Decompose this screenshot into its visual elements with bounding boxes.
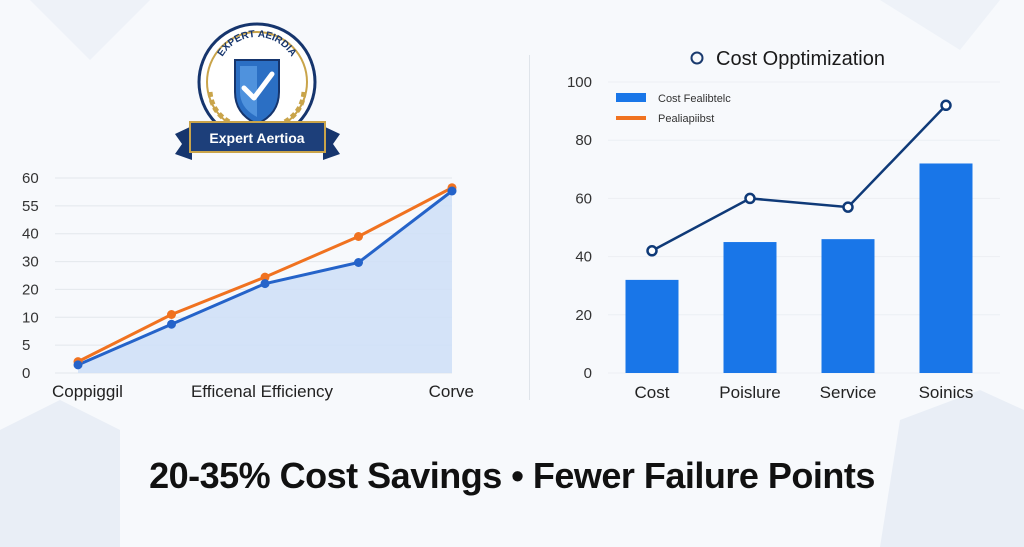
x-label-efficiency: Efficenal Efficiency: [191, 382, 334, 401]
bg-shape: [880, 0, 1000, 50]
line-data-point: [646, 245, 658, 257]
panel-divider: [529, 55, 530, 400]
legend-line-label: Pealiapiibst: [658, 113, 714, 125]
y-tick-label: 0: [584, 365, 592, 382]
blue-data-point: [354, 258, 363, 267]
y-tick-label: 20: [575, 307, 592, 324]
ribbon-banner: [189, 121, 326, 153]
category-label: Service: [820, 383, 877, 402]
y-tick-label: 10: [22, 309, 39, 326]
left-line-chart: 0 5 10 20 30 40 55 60 Coppiggil Efficenal Effic…: [22, 170, 474, 401]
y-tick-label: 0: [22, 365, 30, 382]
bg-shape: [880, 390, 1024, 547]
y-tick-label: 5: [22, 337, 30, 354]
line-series: [651, 104, 947, 252]
bg-shape: [0, 400, 120, 547]
bar-soinics: [919, 163, 973, 373]
category-label: Poislure: [719, 383, 780, 402]
bar-poislure: [723, 242, 777, 373]
ribbon-tail-right: [323, 126, 340, 160]
category-label: Cost: [635, 383, 670, 402]
ribbon-tail-left: [175, 126, 192, 160]
line-data-point: [940, 99, 952, 112]
right-line-points: [646, 99, 952, 257]
badge-ribbon-text: Expert Aertioa: [209, 130, 304, 146]
bar-cost: [625, 279, 679, 373]
orange-data-point: [260, 272, 270, 282]
right-bar-chart: Cost Opptimization 0 20 40 60 80 100 Cost Pois…: [567, 48, 1000, 402]
y-tick-label: 30: [22, 254, 39, 271]
line-data-point: [842, 201, 854, 213]
x-label-coppiggil: Coppiggil: [52, 382, 123, 401]
blue-data-point: [73, 360, 83, 370]
y-tick-label: 55: [22, 198, 39, 215]
legend-bar-swatch: [616, 93, 646, 102]
left-y-axis-ticks: 0 5 10 20 30 40 55 60: [22, 170, 39, 382]
x-label-corve: Corve: [429, 382, 474, 401]
legend-line-swatch: [616, 116, 646, 120]
y-tick-label: 80: [575, 132, 592, 149]
bg-shape: [30, 0, 150, 60]
left-chart-points: [73, 183, 457, 370]
chart-title: Cost Opptimization: [716, 48, 885, 70]
right-y-axis-ticks: 0 20 40 60 80 100: [567, 74, 592, 382]
line-data-point: [744, 192, 756, 205]
orange-data-point: [354, 232, 363, 241]
y-tick-label: 60: [575, 190, 592, 207]
blue-data-point: [167, 319, 176, 329]
blue-data-point: [260, 279, 270, 289]
y-tick-label: 40: [22, 226, 39, 243]
blue-data-point: [447, 186, 457, 196]
y-tick-label: 40: [575, 249, 592, 266]
checkmark-icon: [241, 71, 275, 101]
footer-headline: 20-35% Cost Savings • Fewer Failure Poin…: [149, 455, 875, 496]
expert-badge-logo: EXPERT AEIRDIA Expert Aertioa: [175, 22, 340, 160]
orange-data-point: [167, 310, 176, 319]
right-x-axis-labels: Cost Poislure Service Soinics: [635, 383, 974, 402]
y-tick-label: 100: [567, 74, 592, 91]
category-label: Soinics: [919, 383, 974, 402]
title-o-icon: [690, 51, 704, 65]
bar-service: [821, 239, 875, 373]
y-tick-label: 20: [22, 281, 39, 298]
y-tick-label: 60: [22, 170, 39, 187]
right-chart-bars: [625, 163, 973, 373]
legend-bar-label: Cost Fealibtelc: [658, 93, 731, 105]
